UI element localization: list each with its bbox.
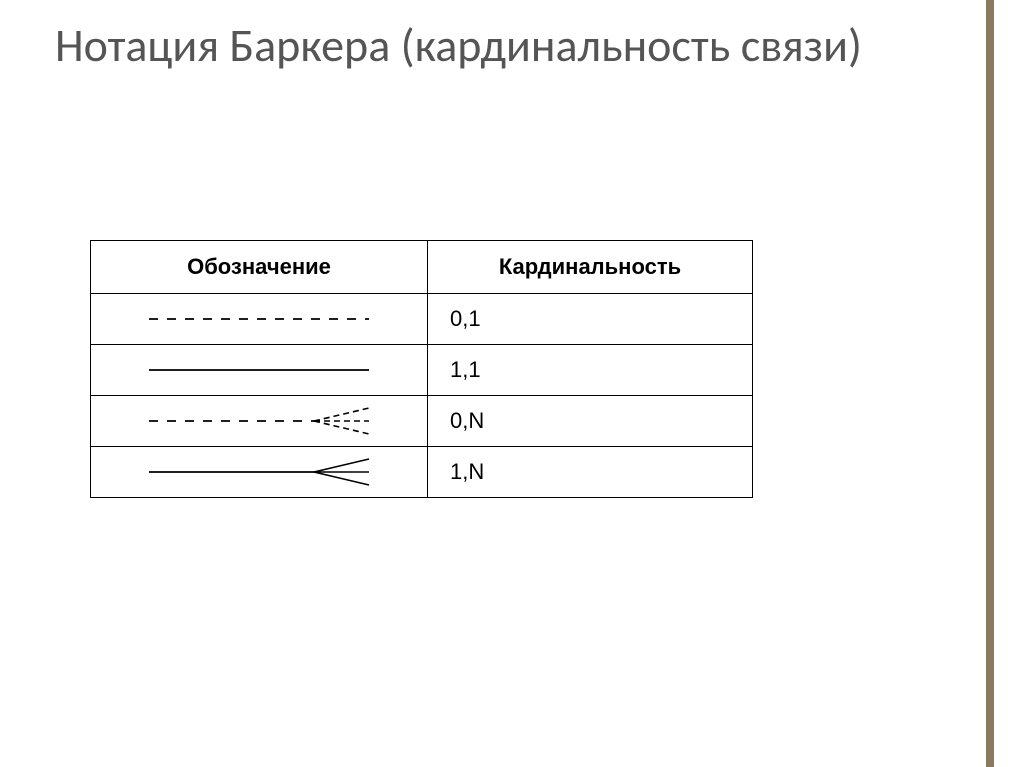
cardinality-cell: 1,1 xyxy=(428,345,753,396)
notation-table: Обозначение Кардинальность 0,11,10,N1,N xyxy=(90,240,753,498)
notation-solid-line-icon xyxy=(119,348,399,392)
table-header-row: Обозначение Кардинальность xyxy=(91,241,753,294)
cardinality-cell: 1,N xyxy=(428,447,753,498)
accent-stripe xyxy=(986,0,994,767)
notation-cell xyxy=(91,396,428,447)
page-title: Нотация Баркера (кардинальность связи) xyxy=(55,20,905,73)
table-row: 0,N xyxy=(91,396,753,447)
slide: Нотация Баркера (кардинальность связи) О… xyxy=(0,0,1024,767)
notation-cell xyxy=(91,447,428,498)
header-notation: Обозначение xyxy=(91,241,428,294)
table-row: 1,1 xyxy=(91,345,753,396)
notation-dashed-crowfoot-icon xyxy=(119,399,399,443)
notation-table-wrap: Обозначение Кардинальность 0,11,10,N1,N xyxy=(90,240,753,498)
cardinality-cell: 0,N xyxy=(428,396,753,447)
notation-solid-crowfoot-icon xyxy=(119,450,399,494)
notation-cell xyxy=(91,294,428,345)
notation-cell xyxy=(91,345,428,396)
table-row: 0,1 xyxy=(91,294,753,345)
cardinality-cell: 0,1 xyxy=(428,294,753,345)
table-row: 1,N xyxy=(91,447,753,498)
notation-dashed-line-icon xyxy=(119,297,399,341)
header-cardinality: Кардинальность xyxy=(428,241,753,294)
